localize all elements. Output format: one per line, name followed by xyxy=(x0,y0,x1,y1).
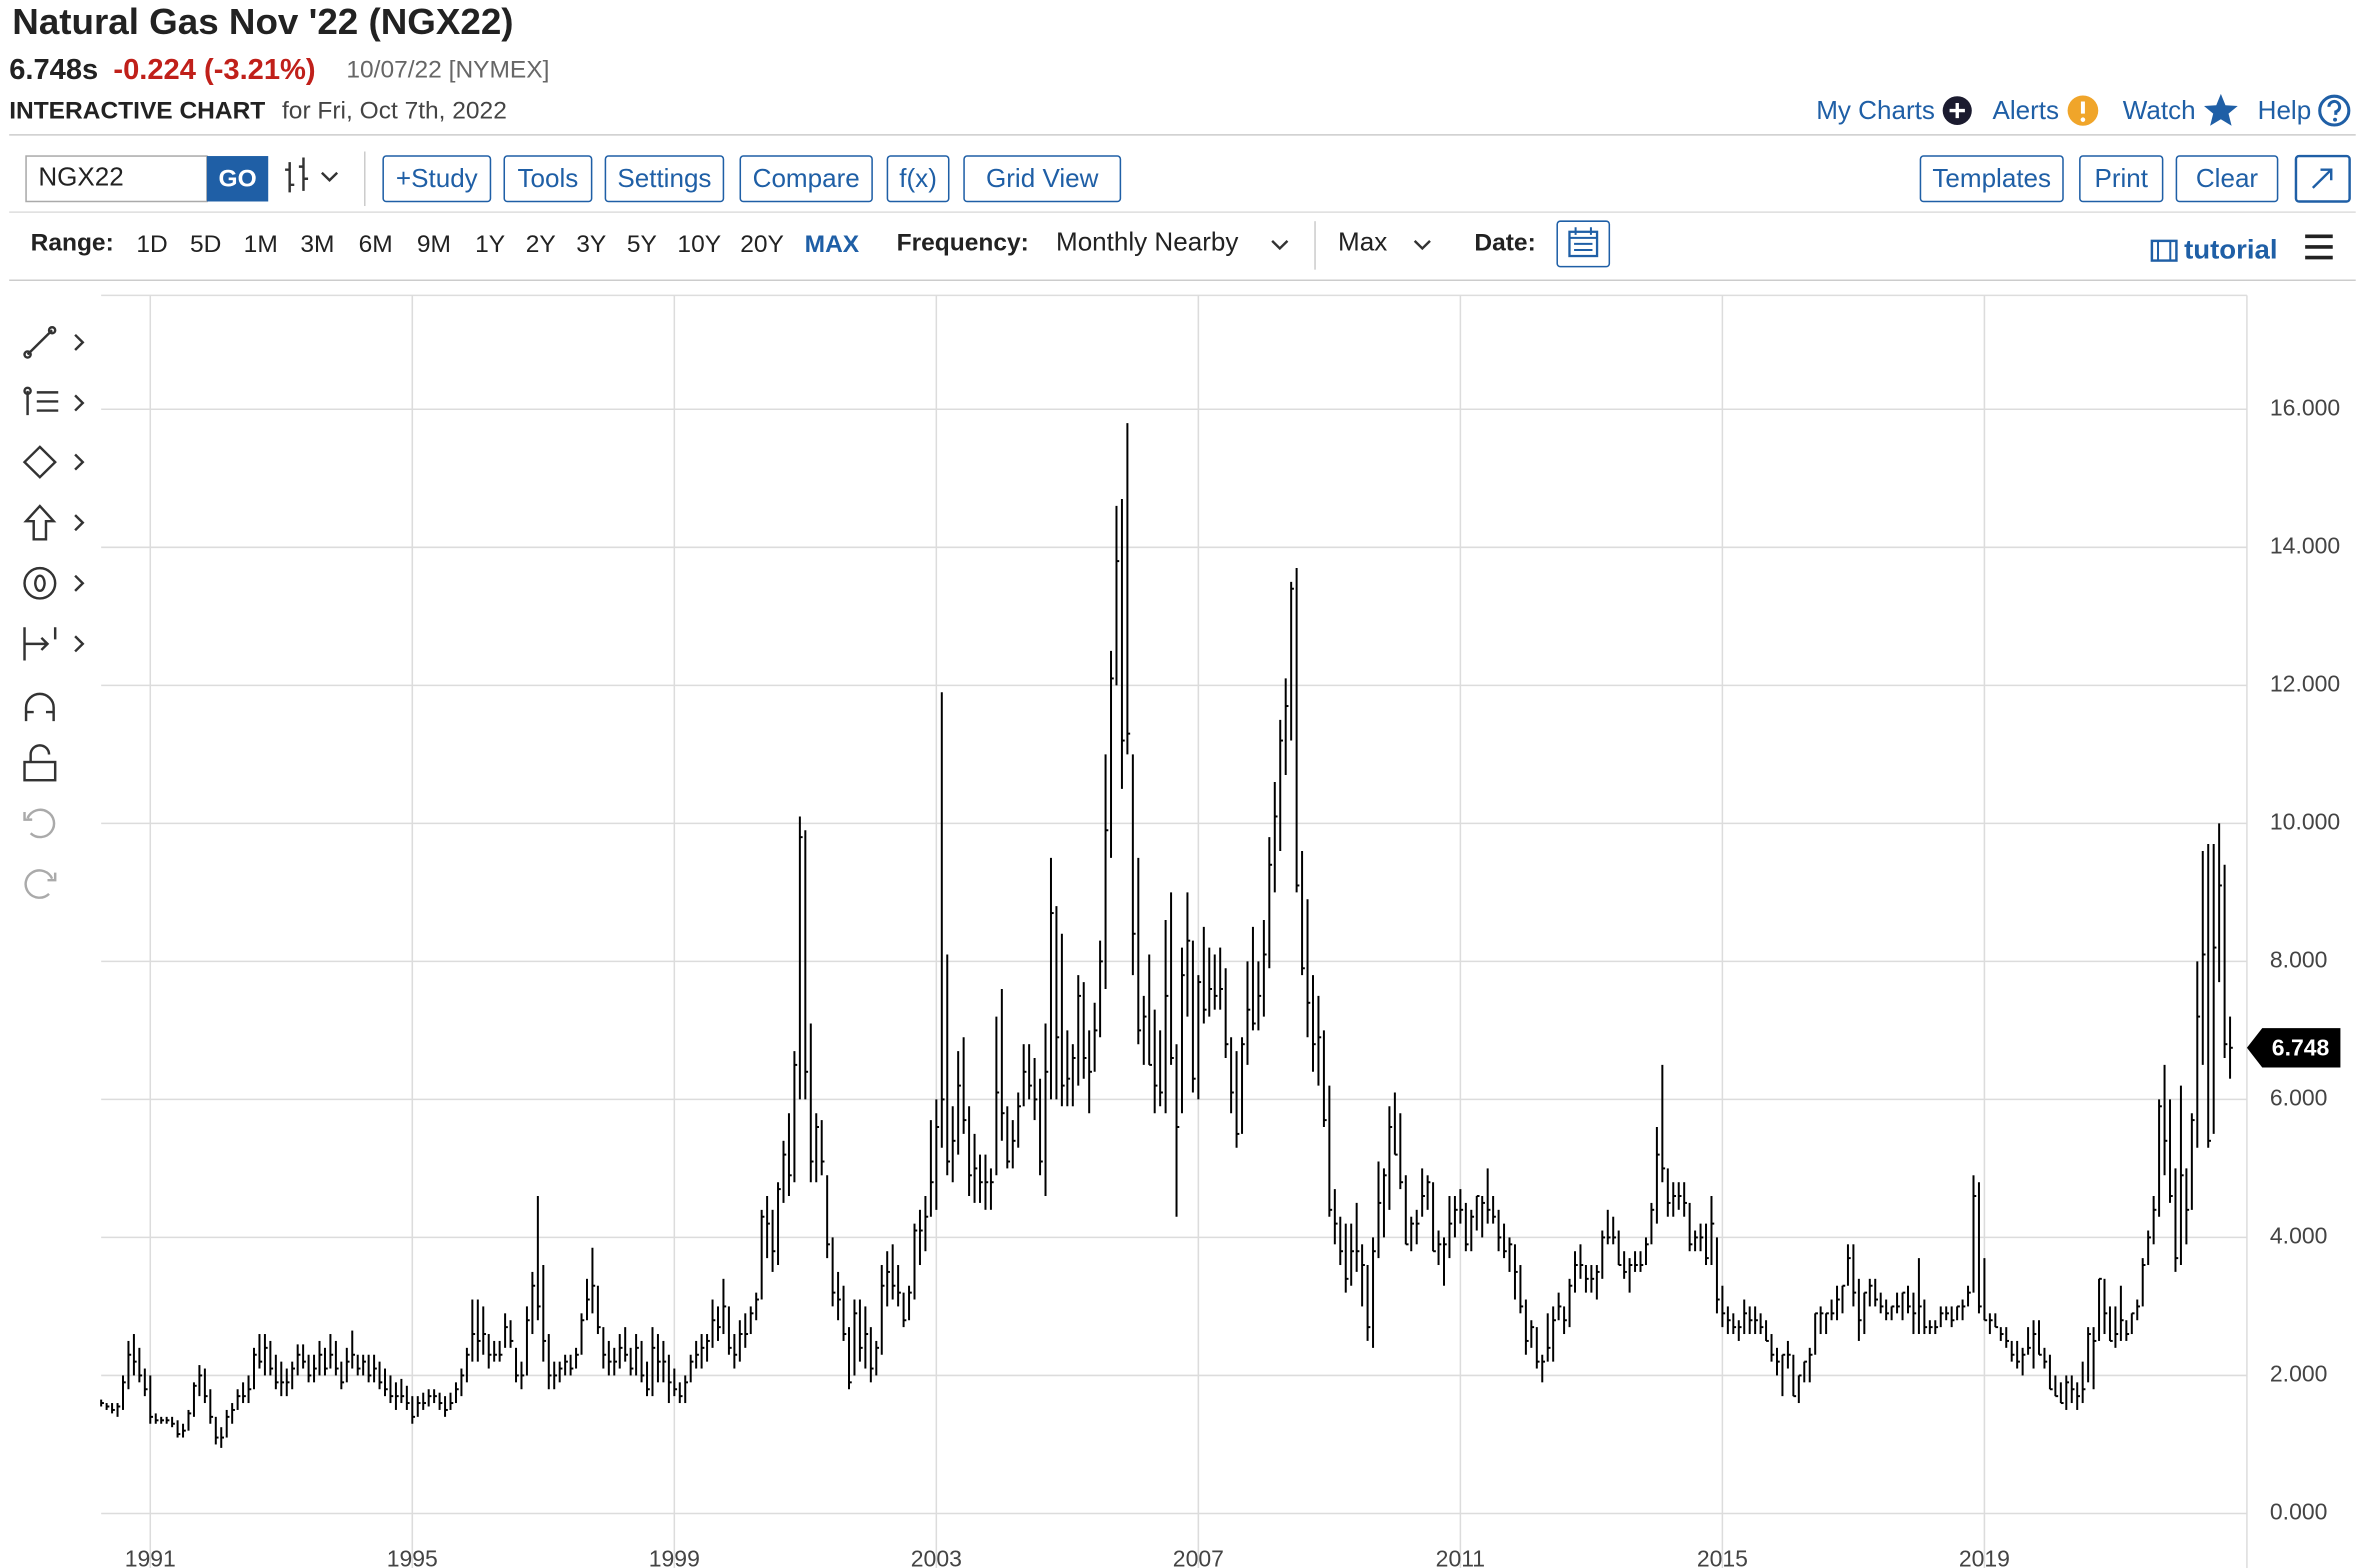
toolbar-button-label: Templates xyxy=(1932,165,2051,193)
x-tick-label: 1995 xyxy=(387,1546,438,1568)
range-option[interactable]: 3Y xyxy=(576,231,606,258)
range-option[interactable]: 2Y xyxy=(526,231,556,258)
menu-icon[interactable] xyxy=(2305,234,2333,260)
x-tick-label: 2019 xyxy=(1959,1546,2010,1568)
y-tick-label: 4.000 xyxy=(2270,1223,2328,1249)
range-option[interactable]: 20Y xyxy=(740,231,784,258)
range-option[interactable]: 1Y xyxy=(475,231,505,258)
symbol-text: NGX22 xyxy=(38,164,123,192)
tutorial-icon xyxy=(2150,239,2178,262)
range-option[interactable]: 5D xyxy=(190,231,221,258)
y-tick-label: 16.000 xyxy=(2270,394,2340,420)
x-tick-label: 1991 xyxy=(125,1546,176,1568)
range-option[interactable]: 3M xyxy=(300,231,334,258)
range-option[interactable]: 6M xyxy=(359,231,393,258)
header-link[interactable]: Help xyxy=(2258,97,2312,125)
go-label: GO xyxy=(218,166,256,193)
toolbar-button[interactable] xyxy=(886,155,950,203)
frequency-select[interactable]: Monthly Nearby xyxy=(1056,229,1238,257)
toolbar-button-label: Print xyxy=(2094,165,2148,193)
toolbar-button-label: f(x) xyxy=(899,165,937,193)
toolbar-button-label: Tools xyxy=(518,165,579,193)
range-option[interactable]: MAX xyxy=(805,231,860,258)
y-tick-label: 14.000 xyxy=(2270,532,2340,558)
range-label: Range: xyxy=(31,229,114,256)
toolbar-button[interactable] xyxy=(382,155,492,203)
toolbar-button[interactable] xyxy=(2175,155,2279,203)
range-option[interactable]: 5Y xyxy=(627,231,657,258)
symbol-input[interactable] xyxy=(25,155,208,203)
x-tick-label: 2007 xyxy=(1173,1546,1224,1568)
toolbar-button-label: +Study xyxy=(396,165,478,193)
title: Natural Gas Nov '22 (NGX22) xyxy=(12,1,513,42)
toolbar-button[interactable] xyxy=(739,155,873,203)
toolbar-button[interactable] xyxy=(503,155,593,203)
y-tick-label: 6.000 xyxy=(2270,1085,2328,1111)
frequency-label: Frequency: xyxy=(897,229,1029,256)
header-link[interactable]: Alerts xyxy=(1992,97,2059,125)
range-option[interactable]: 9M xyxy=(417,231,451,258)
price-change: -0.224 (-3.21%) xyxy=(113,54,315,86)
y-tick-label: 12.000 xyxy=(2270,670,2340,696)
x-tick-label: 1999 xyxy=(649,1546,700,1568)
last-price-marker xyxy=(2246,1028,2341,1068)
chart-label: INTERACTIVE CHART xyxy=(9,98,265,125)
toolbar-button[interactable] xyxy=(1919,155,2064,203)
go-button[interactable] xyxy=(206,156,269,202)
chart-date: for Fri, Oct 7th, 2022 xyxy=(282,98,507,125)
toolbar-button-label: Compare xyxy=(753,165,860,193)
header-link[interactable]: My Charts xyxy=(1816,97,1935,125)
drawing-tools xyxy=(22,326,85,899)
range-option[interactable]: 10Y xyxy=(677,231,721,258)
y-tick-label: 2.000 xyxy=(2270,1361,2328,1387)
y-tick-label: 0.000 xyxy=(2270,1499,2328,1525)
toolbar-button[interactable] xyxy=(2079,155,2164,203)
toolbar-button-label: Clear xyxy=(2196,165,2259,193)
toolbar-button-label: Grid View xyxy=(986,165,1099,193)
link-icons xyxy=(1942,93,2351,127)
x-tick-label: 2011 xyxy=(1436,1546,1485,1568)
aggregation-select[interactable]: Max xyxy=(1338,229,1387,257)
quote-date: 10/07/22 [NYMEX] xyxy=(346,57,549,84)
range-option[interactable]: 1M xyxy=(244,231,278,258)
last-price-label: 6.748 xyxy=(2272,1034,2330,1060)
chart-type-icon[interactable] xyxy=(285,157,339,193)
toolbar-button-label: Settings xyxy=(617,165,711,193)
dropdown-chevrons xyxy=(1271,240,1431,251)
toolbar-button[interactable] xyxy=(963,155,1122,203)
tutorial-link[interactable]: tutorial xyxy=(2184,234,2277,265)
expand-icon[interactable] xyxy=(2294,154,2351,203)
last-price: 6.748s xyxy=(9,54,98,86)
x-tick-label: 2003 xyxy=(911,1546,962,1568)
x-tick-label: 2015 xyxy=(1697,1546,1748,1568)
calendar-button[interactable] xyxy=(1556,220,1611,268)
header-link[interactable]: Watch xyxy=(2123,97,2196,125)
date-label: Date: xyxy=(1474,229,1535,256)
y-tick-label: 8.000 xyxy=(2270,946,2328,972)
range-option[interactable]: 1D xyxy=(136,231,167,258)
toolbar-button[interactable] xyxy=(604,155,725,203)
y-tick-label: 10.000 xyxy=(2270,808,2340,834)
